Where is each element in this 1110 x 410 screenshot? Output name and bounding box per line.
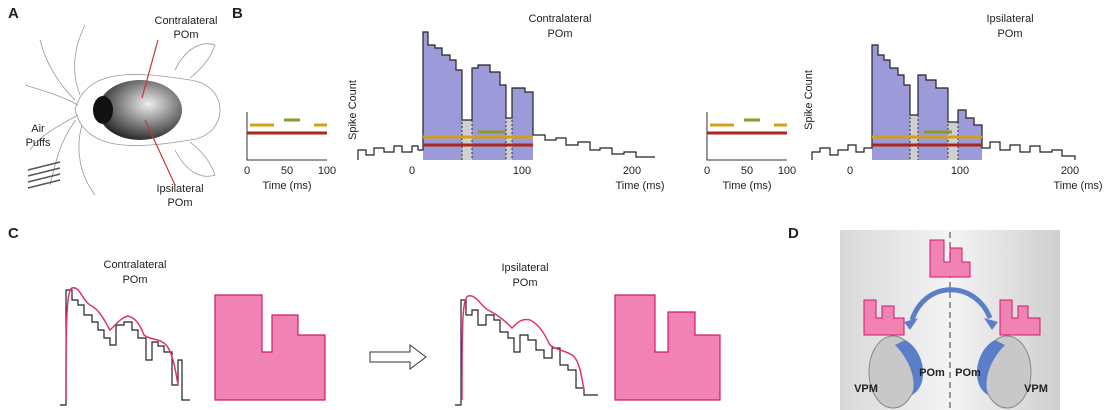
trace xyxy=(60,289,190,406)
histogram-icon xyxy=(929,239,971,278)
y-axis-label: Spike Count xyxy=(347,80,359,140)
x-tick-label: 200 xyxy=(1061,165,1079,177)
trace xyxy=(461,295,585,401)
rat-head xyxy=(24,24,221,196)
x-tick-label: 100 xyxy=(951,165,969,177)
y-axis-label: Spike Count xyxy=(803,70,815,130)
stimulus-label: Air xyxy=(31,123,45,135)
x-axis-label: Time (ms) xyxy=(262,180,311,192)
histogram-summary xyxy=(614,294,721,401)
nose xyxy=(93,96,113,124)
x-tick-label: 100 xyxy=(778,165,796,177)
pom xyxy=(895,340,924,395)
x-tick-label: 0 xyxy=(704,165,710,177)
plot-title: POm xyxy=(997,28,1022,40)
pointer-line xyxy=(141,39,176,186)
histogram xyxy=(811,44,1076,160)
panel-label: A xyxy=(8,5,19,22)
stimulus-inset xyxy=(246,112,327,161)
region-label: POm xyxy=(167,197,192,209)
plot-title: POm xyxy=(122,274,147,286)
x-tick-label: 200 xyxy=(623,165,641,177)
plot-title: Ipsilateral xyxy=(501,262,548,274)
region-label: Ipsilateral xyxy=(156,183,203,195)
x-tick-label: 100 xyxy=(513,165,531,177)
region-label: POm xyxy=(173,29,198,41)
stimulus-inset xyxy=(706,112,787,161)
panel-label: D xyxy=(788,225,799,242)
histogram-icon xyxy=(863,299,905,336)
x-tick-label: 100 xyxy=(318,165,336,177)
plot-title: Ipsilateral xyxy=(986,13,1033,25)
x-axis-label: Time (ms) xyxy=(1053,180,1102,192)
stimulus-label: Puffs xyxy=(26,137,51,149)
region-label: POm xyxy=(919,367,945,379)
histogram-summary xyxy=(214,294,326,401)
histogram-icon xyxy=(999,299,1041,336)
brain xyxy=(98,80,182,140)
pom xyxy=(976,340,1005,395)
plot-title: Contralateral xyxy=(529,13,592,25)
panel-label: C xyxy=(8,225,19,242)
trace xyxy=(65,287,179,401)
plot-title: Contralateral xyxy=(104,259,167,271)
histogram xyxy=(357,31,655,160)
x-tick-label: 0 xyxy=(847,165,853,177)
region-label: VPM xyxy=(854,383,878,395)
plot-title: POm xyxy=(512,277,537,289)
x-axis-label: Time (ms) xyxy=(722,180,771,192)
region-label: VPM xyxy=(1024,383,1048,395)
air-puff xyxy=(27,161,61,189)
trace xyxy=(455,299,598,406)
panel-label: B xyxy=(232,5,243,22)
x-tick-label: 50 xyxy=(281,165,293,177)
x-tick-label: 50 xyxy=(741,165,753,177)
x-tick-label: 0 xyxy=(409,165,415,177)
region-label: POm xyxy=(955,367,981,379)
arrow xyxy=(369,344,427,370)
region-label: Contralateral xyxy=(155,15,218,27)
arrow xyxy=(909,287,993,321)
x-axis-label: Time (ms) xyxy=(615,180,664,192)
x-tick-label: 0 xyxy=(244,165,250,177)
plot-title: POm xyxy=(547,28,572,40)
